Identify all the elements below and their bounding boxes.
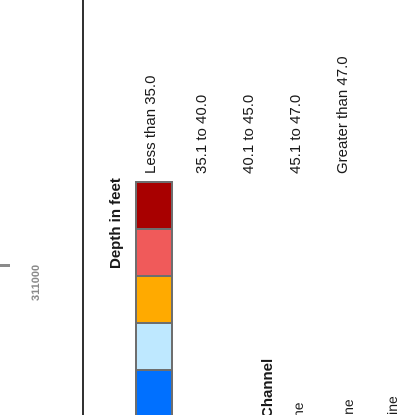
channel-legend-item: ne xyxy=(290,402,306,415)
depth-swatch-35-to-40 xyxy=(135,228,173,278)
depth-range-label-greater-than-47: Greater than 47.0 xyxy=(334,56,351,174)
channel-legend-item: ine xyxy=(340,399,356,415)
depth-legend-title: Depth in feet xyxy=(107,178,124,269)
depth-range-label-40-to-45: 40.1 to 45.0 xyxy=(240,94,257,174)
map-frame-border xyxy=(82,0,84,415)
channel-legend-title: Channel xyxy=(259,358,276,415)
depth-swatch-less-than-35 xyxy=(135,181,173,231)
depth-range-label-35-to-40: 35.1 to 40.0 xyxy=(193,94,210,174)
depth-swatch-greater-than-47 xyxy=(135,369,173,415)
depth-range-label-less-than-35: Less than 35.0 xyxy=(142,75,159,174)
channel-legend-item: line xyxy=(384,396,400,415)
depth-swatch-40-to-45 xyxy=(135,275,173,325)
depth-swatch-45-to-47 xyxy=(135,322,173,372)
graticule-tick-mark xyxy=(0,264,10,267)
depth-range-label-45-to-47: 45.1 to 47.0 xyxy=(287,94,304,174)
coordinate-label: 311000 xyxy=(30,264,42,301)
